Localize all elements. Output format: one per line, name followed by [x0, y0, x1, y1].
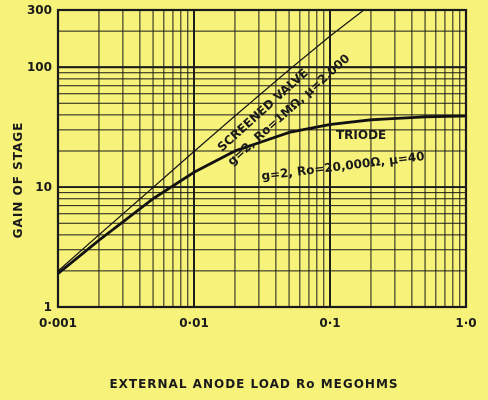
- x-tick-label: 0·001: [39, 316, 77, 330]
- y-tick-label: 100: [27, 60, 52, 74]
- y-tick-label: 300: [27, 3, 52, 17]
- series-layer: [58, 10, 466, 275]
- tick-labels: 0·001 0·01 0·1 1·0 1 10 100 300: [27, 3, 477, 330]
- y-axis-title: GAIN OF STAGE: [11, 122, 25, 239]
- x-tick-label: 1·0: [455, 316, 476, 330]
- series-line-triode: [58, 114, 466, 275]
- y-tick-label: 1: [44, 300, 52, 314]
- series-line-screened-valve: [58, 10, 365, 272]
- plot-frame: [56, 8, 468, 309]
- triode-label: TRIODE: [336, 128, 386, 142]
- x-axis-title: EXTERNAL ANODE LOAD Ro MEGOHMS: [109, 377, 398, 391]
- x-tick-label: 0·1: [319, 316, 340, 330]
- y-tick-label: 10: [35, 180, 52, 194]
- x-tick-label: 0·01: [179, 316, 209, 330]
